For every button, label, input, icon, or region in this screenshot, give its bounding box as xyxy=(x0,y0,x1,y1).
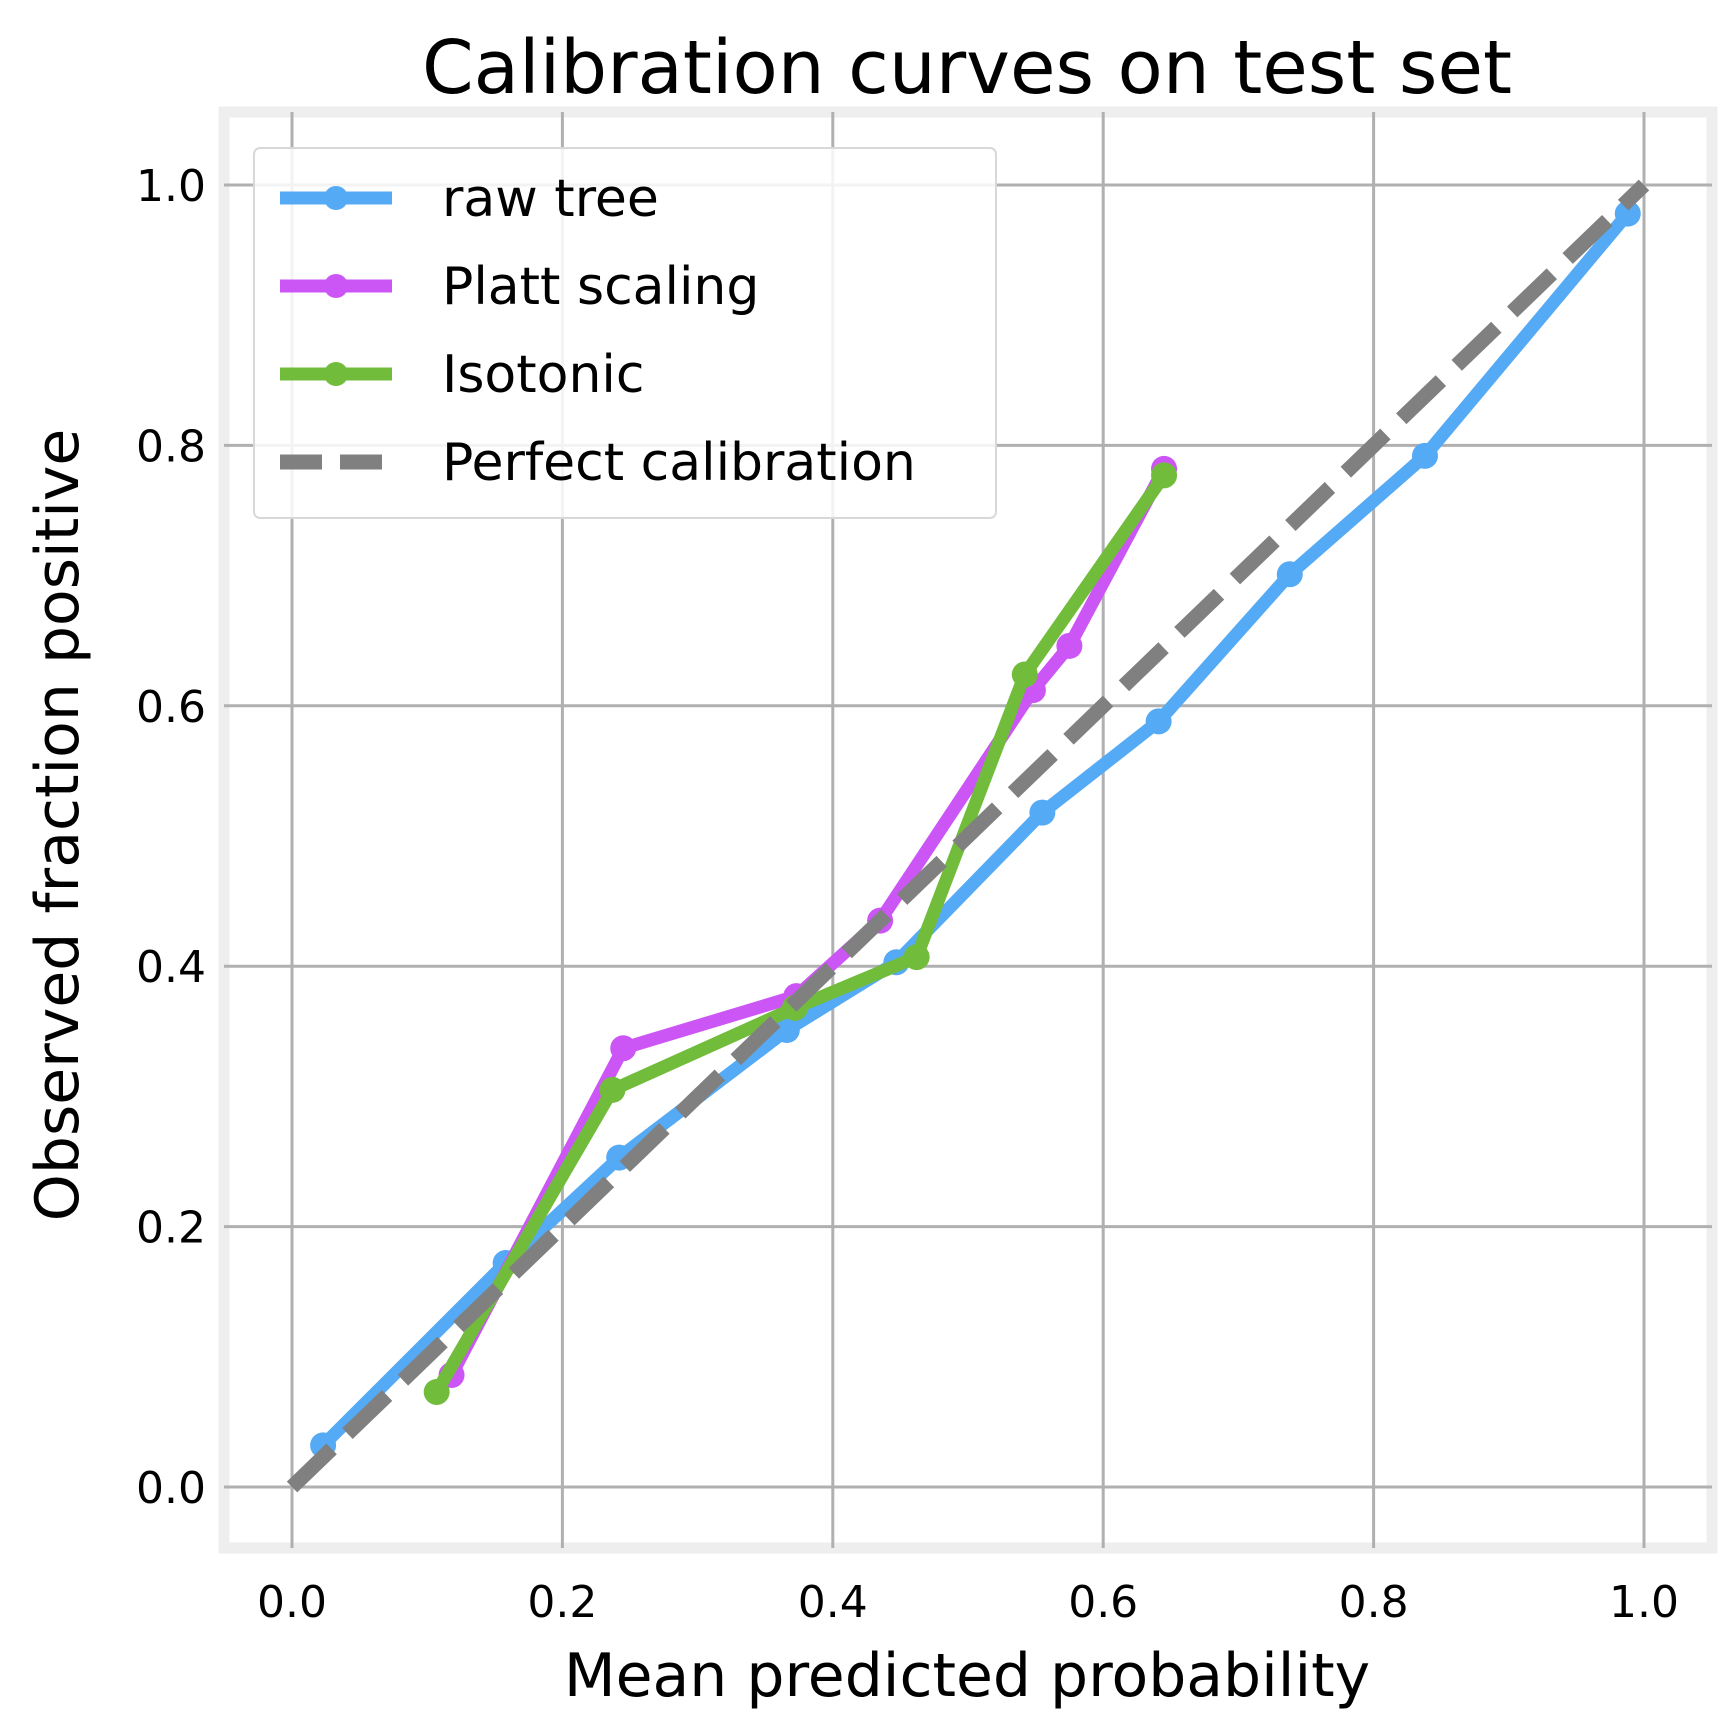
x-tick-labels: 0.0 0.2 0.4 0.6 0.8 1.0 xyxy=(257,1577,1679,1628)
chart-title: Calibration curves on test set xyxy=(422,25,1512,111)
perfect-calibration-line xyxy=(286,179,1650,1493)
x-tick-label-1: 0.2 xyxy=(527,1577,597,1628)
platt-scaling-point-5 xyxy=(1056,632,1083,659)
isotonic-point-1 xyxy=(599,1076,626,1103)
x-tick-label-3: 0.6 xyxy=(1068,1577,1138,1628)
y-tick-label-0: 0.0 xyxy=(136,1463,206,1514)
raw-tree-line xyxy=(316,207,1635,1452)
y-axis-label: Observed fraction positive xyxy=(23,429,93,1222)
y-tick-label-4: 0.8 xyxy=(136,421,206,472)
raw-tree-point-3 xyxy=(773,1016,800,1043)
raw-tree-point-6 xyxy=(1145,708,1172,735)
legend-label-platt-scaling: Platt scaling xyxy=(442,257,759,317)
x-tick-label-4: 0.8 xyxy=(1339,1577,1409,1628)
legend: raw tree Platt scaling Isotonic Perfect cal… xyxy=(253,147,997,519)
y-tick-label-2: 0.4 xyxy=(136,942,206,993)
isotonic-point-0 xyxy=(423,1378,450,1405)
y-tick-labels: 0.0 0.2 0.4 0.6 0.8 1.0 xyxy=(136,161,206,1514)
legend-label-perfect-calibration: Perfect calibration xyxy=(442,433,916,493)
series-layer xyxy=(286,179,1650,1493)
y-tick-label-3: 0.6 xyxy=(136,682,206,733)
legend-label-isotonic: Isotonic xyxy=(442,345,644,405)
isotonic-point-5 xyxy=(1151,462,1178,489)
x-tick-label-0: 0.0 xyxy=(257,1577,327,1628)
x-tick-label-5: 1.0 xyxy=(1609,1577,1679,1628)
legend-box xyxy=(253,147,997,519)
x-tick-label-2: 0.4 xyxy=(798,1577,868,1628)
y-tick-label-1: 0.2 xyxy=(136,1203,206,1254)
x-axis-label: Mean predicted probability xyxy=(564,1641,1370,1711)
raw-tree-point-5 xyxy=(1029,799,1056,826)
raw-tree-point-9 xyxy=(1614,200,1641,227)
y-tick-label-5: 1.0 xyxy=(136,161,206,212)
raw-tree-point-7 xyxy=(1276,561,1303,588)
isotonic-point-4 xyxy=(1011,661,1038,688)
legend-marker-raw-tree xyxy=(324,186,348,210)
legend-marker-isotonic xyxy=(324,362,348,386)
isotonic-point-3 xyxy=(903,944,930,971)
isotonic-line xyxy=(430,468,1171,1399)
platt-scaling-point-1 xyxy=(610,1035,637,1062)
legend-label-raw-tree: raw tree xyxy=(442,169,659,229)
legend-marker-platt-scaling xyxy=(324,274,348,298)
raw-tree-point-8 xyxy=(1411,442,1438,469)
